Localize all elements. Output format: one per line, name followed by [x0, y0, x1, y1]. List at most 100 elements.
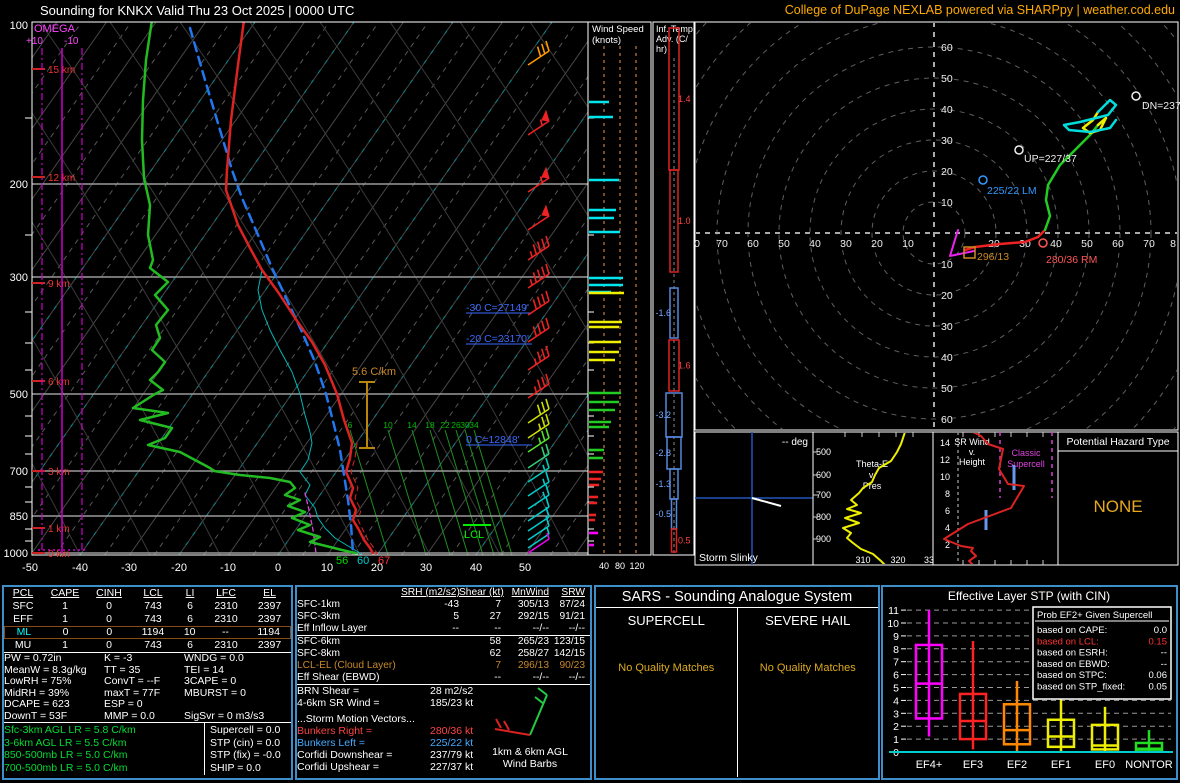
- shear-label: BRN Shear =: [297, 685, 360, 697]
- mixing-ratio-line: [387, 429, 427, 555]
- stp-box-EF2: [1002, 681, 1032, 752]
- barb-tick: [545, 373, 550, 385]
- thermo-value: LowRH = 75%: [4, 675, 72, 687]
- shear-label: 4-6km SR Wind =: [297, 697, 380, 709]
- hodo-ring-label: 40: [809, 238, 821, 250]
- agl-windbarb-inset: 1km & 6km AGL Wind Barbs: [474, 683, 586, 770]
- kine-header: MnWind: [511, 587, 549, 598]
- barb-tick: [532, 326, 538, 337]
- thetae-x-label: 320: [890, 555, 905, 565]
- barb-tick: [545, 345, 550, 357]
- mixing-ratio-line: [473, 429, 513, 555]
- lcl-label: LCL: [464, 529, 484, 541]
- hodo-ring-label: 60: [747, 238, 759, 250]
- thermo-value: TT = 35: [104, 663, 141, 676]
- kine-value: 258/27: [517, 648, 549, 659]
- lapse-rate-value: 850-500mb LR = 5.0 C/km: [4, 749, 128, 761]
- mixing-ratio-label: 6: [348, 420, 353, 430]
- stp-y-label: 1: [893, 734, 899, 746]
- stp-x-label: EF3: [963, 759, 983, 771]
- advection-value: 1.0: [678, 216, 691, 226]
- kine-row-name: Eff Shear (EBWD): [297, 672, 380, 683]
- thermo-value: SigSvr = 0 m3/s3: [184, 709, 265, 722]
- sars-box: SARS - Sounding Analogue System SUPERCEL…: [594, 585, 880, 780]
- parcel-table: PCL CAPE CINH LCL LI LFC EL SFC 1 0 743 6 2310 2397 EF…: [4, 587, 291, 652]
- shear-row: BRN Shear = 28 m2/s2: [297, 685, 590, 697]
- thermo-row: DCAPE = 623 ESP = 0: [4, 698, 291, 711]
- line: [527, 538, 550, 554]
- mixing-ratio-label: 22: [440, 420, 450, 430]
- thetae-title: Theta-E: [856, 459, 888, 469]
- isotherm-dashed: [32, 22, 231, 307]
- motion-value: 225/22 kt: [430, 737, 474, 749]
- barb-half-tick: [539, 119, 544, 126]
- kine-value: 87/24: [559, 599, 586, 610]
- thetae-y-label: 500: [816, 447, 831, 457]
- pressure-label: 300: [10, 272, 28, 284]
- kine-value: --: [494, 623, 501, 634]
- advection-value: 1.4: [678, 94, 691, 104]
- kine-row-name: LCL-EL (Cloud Layer): [297, 660, 396, 671]
- isotherm-cyan: [376, 252, 588, 555]
- legend-row-value: 0.15: [1149, 636, 1168, 647]
- thermo-grid: PW = 0.72in K = -3 WNDG = 0.0 MeanW = 8.3g/…: [4, 652, 291, 722]
- kine-value: 91/21: [559, 611, 586, 622]
- pressure-label: 100: [10, 20, 28, 32]
- hodo-ring-label: 8: [1170, 238, 1176, 250]
- kinematics-row: Eff Inflow Layer -- -- --/-- --/--: [297, 623, 590, 635]
- isotherm-cyan: [79, 22, 454, 555]
- storm-motion-marker: [1131, 91, 1141, 101]
- lapse-rate-value: 3-6km AGL LR = 5.5 C/km: [4, 736, 127, 749]
- advection-value: -1.6: [655, 308, 671, 318]
- stp-y-label: 4: [893, 695, 899, 707]
- wind-panel-border: [587, 21, 652, 556]
- storm-motion-label: 225/22 LM: [987, 185, 1037, 197]
- legend-row-value: 0.05: [1149, 682, 1168, 693]
- wind-barb: [527, 443, 550, 469]
- kinematics-table: SRH (m2/s2) Shear (kt) MnWind SRW SFC-1km -43…: [297, 587, 590, 773]
- storm-motion-row: Bunkers Right = 280/36 kt: [297, 725, 590, 737]
- hodo-ring-label: 10: [941, 197, 953, 209]
- wind-barb: [527, 398, 550, 424]
- hodo-ring-label: 20: [941, 290, 953, 302]
- parcel-cell: 1: [62, 600, 68, 612]
- wind-barb: [527, 263, 550, 289]
- wind-barb: [527, 413, 550, 439]
- barb-half-tick: [533, 386, 538, 393]
- slinky-deg-label: -- deg: [782, 437, 808, 448]
- line: [527, 327, 550, 343]
- isotherm: [228, 40, 588, 555]
- kine-header: [297, 587, 401, 599]
- barb-tick: [532, 299, 538, 310]
- inset-panels: -- deg Storm Slinky 500 600 700 800 900 310 320 3…: [694, 431, 1179, 566]
- classic-supercell-label: Classic: [1011, 448, 1041, 458]
- dry-adiabat: [249, 22, 571, 555]
- lapse-rate-label: 5.6 C/km: [352, 366, 396, 378]
- barb-tick: [536, 379, 542, 390]
- hodo-ring-label: 60: [941, 414, 953, 426]
- wind-barb: [527, 345, 550, 371]
- barb-half-tick: [542, 491, 546, 499]
- box: [914, 643, 944, 720]
- parcel-cell: 2397: [257, 600, 282, 612]
- hodo-ring-label: 0: [694, 238, 700, 250]
- parcel-cell: EFF: [13, 613, 33, 625]
- barb-tick: [532, 244, 538, 255]
- barb-tick: [536, 241, 542, 252]
- isotherm: [32, 22, 404, 554]
- parcel-header: PCL: [12, 587, 34, 599]
- thermo-value: MeanW = 8.3g/kg: [4, 663, 87, 676]
- mixing-ratio-line: [411, 429, 451, 555]
- mixing-ratio-line: [464, 429, 504, 555]
- sars-supercell-column: SUPERCELL No Quality Matches: [596, 608, 737, 777]
- wind-barb: [527, 40, 550, 66]
- pressure-label: 700: [10, 466, 28, 478]
- kine-value: 305/13: [517, 599, 549, 610]
- kine-value: [401, 672, 459, 684]
- mixing-ratio-line: [444, 429, 484, 555]
- parcel-row: SFC 1 0 743 6 2310 2397: [4, 600, 291, 613]
- temp-axis-label: 0: [275, 562, 281, 574]
- kinematics-row: SFC-6km 58 265/23 123/15: [297, 636, 590, 648]
- temperature-trace: [224, 22, 376, 555]
